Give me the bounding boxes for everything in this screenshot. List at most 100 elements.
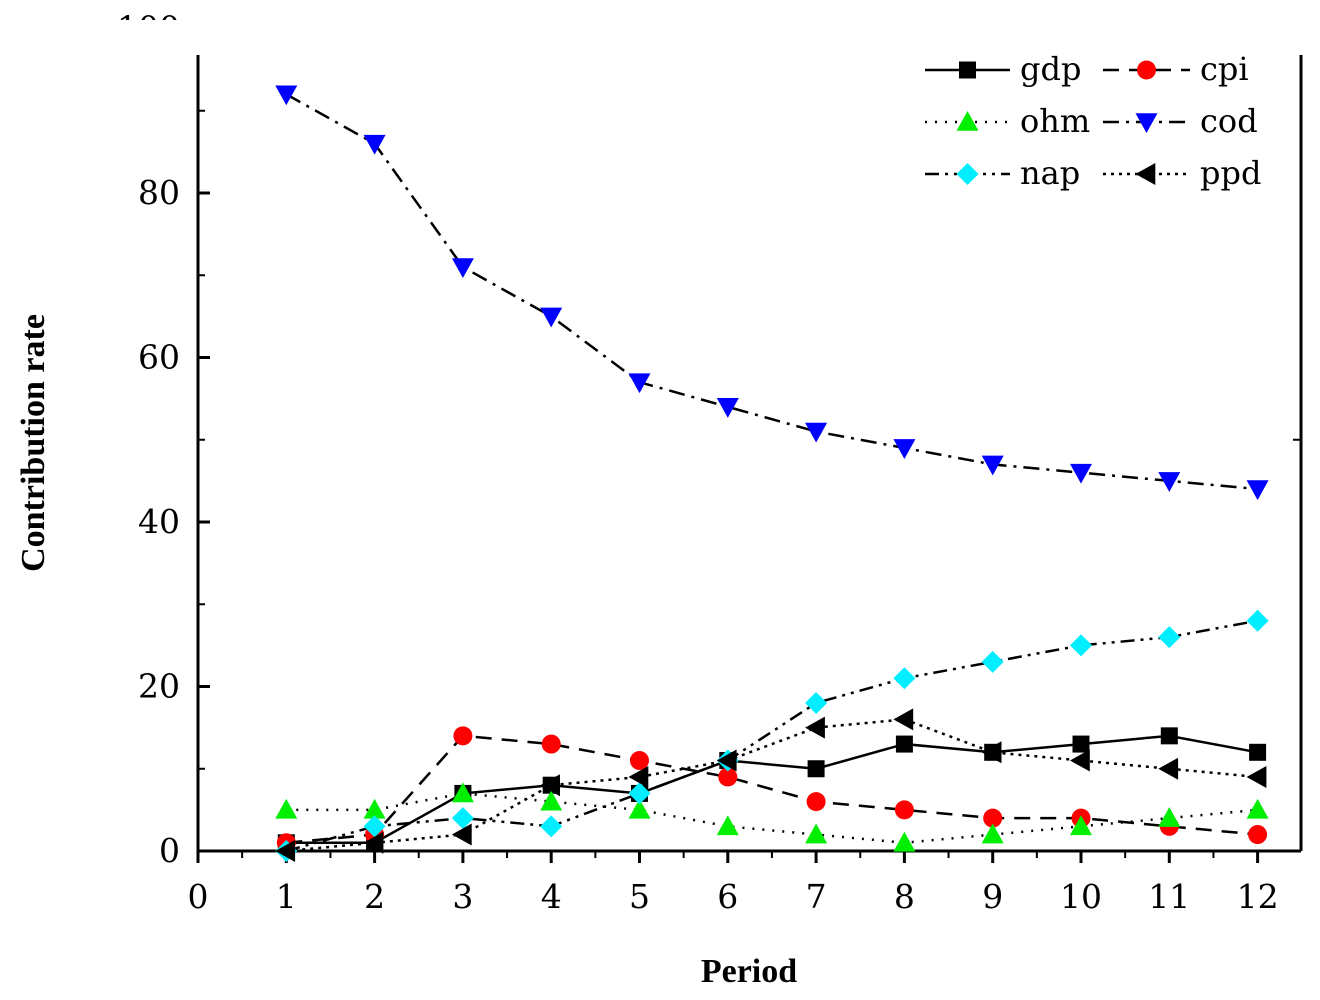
y-tick-label: 20: [138, 667, 180, 706]
data-point-cpi: [541, 734, 561, 754]
legend-marker-gdp: [959, 61, 976, 79]
x-tick-label: 4: [541, 877, 562, 916]
legend-marker-cpi: [1137, 60, 1156, 80]
data-point-cod: [716, 398, 739, 418]
x-tick-label: 7: [806, 877, 827, 916]
y-tick-label: 0: [159, 831, 180, 870]
data-point-ohm: [716, 815, 739, 836]
data-point-ohm: [1246, 798, 1269, 819]
data-point-ohm: [893, 831, 916, 852]
x-tick-label: 3: [452, 877, 473, 916]
data-point-ppd: [893, 708, 914, 731]
data-point-nap: [540, 815, 563, 838]
data-point-ppd: [275, 840, 296, 862]
data-point-ppd: [363, 831, 384, 854]
legend-label-nap: nap: [1020, 154, 1080, 192]
data-point-cod: [893, 439, 916, 459]
x-tick-label: 9: [982, 877, 1003, 916]
series-line-gdp: [286, 734, 1258, 845]
y-tick-label-clipped: 100: [117, 9, 180, 48]
legend-label-cpi: cpi: [1200, 50, 1249, 88]
data-point-cod: [1070, 463, 1092, 484]
x-tick-label: 1: [276, 877, 297, 916]
legend: gdp cpi ohm cod nap ppd: [925, 50, 1261, 192]
data-point-nap: [1158, 626, 1181, 649]
data-point-nap: [451, 807, 474, 830]
data-point-ppd: [1246, 765, 1267, 788]
data-point-cod: [805, 422, 828, 443]
x-tick-label: 5: [629, 877, 650, 916]
x-tick-label: 0: [188, 877, 209, 916]
data-point-ppd: [628, 765, 649, 788]
data-point-ohm: [451, 782, 474, 803]
data-point-cod: [628, 373, 651, 394]
y-tick-label: 40: [138, 502, 180, 541]
series-line-ppd: [286, 718, 1258, 853]
data-point-cod: [1246, 480, 1269, 501]
series-line-ohm: [286, 792, 1258, 845]
data-point-cod: [363, 134, 386, 155]
series-lines: [285, 93, 1258, 853]
legend-label-ppd: ppd: [1200, 154, 1261, 192]
data-point-ohm: [628, 798, 651, 819]
x-tick-label: 6: [717, 877, 738, 916]
data-point-cpi: [806, 792, 826, 812]
x-tick-label: 12: [1237, 877, 1279, 916]
data-point-gdp: [1249, 743, 1267, 761]
legend-label-gdp: gdp: [1020, 50, 1081, 88]
series-markers: [275, 85, 1269, 862]
data-point-cpi: [894, 800, 914, 820]
data-point-ppd: [805, 716, 825, 739]
x-tick-label: 10: [1060, 877, 1102, 916]
data-point-nap: [981, 650, 1004, 673]
legend-marker-cod: [1135, 113, 1158, 133]
series-line-cpi: [286, 734, 1258, 845]
data-point-nap: [893, 667, 916, 690]
y-tick-label: 80: [138, 173, 180, 212]
data-point-cpi: [718, 767, 738, 787]
data-point-cpi: [983, 808, 1003, 828]
data-point-ohm: [1070, 815, 1092, 836]
data-point-ppd: [540, 774, 560, 797]
legend-label-ohm: ohm: [1020, 102, 1090, 140]
x-axis-title: Period: [701, 953, 797, 990]
x-tick-label: 8: [894, 877, 915, 916]
data-point-nap: [1246, 609, 1269, 632]
legend-marker-nap: [956, 163, 979, 185]
data-point-ppd: [716, 749, 737, 772]
x-tick-label: 2: [364, 877, 385, 916]
data-point-nap: [363, 815, 386, 838]
data-point-cod: [1158, 472, 1181, 492]
data-point-cpi: [453, 726, 473, 746]
data-point-ppd: [1070, 749, 1090, 772]
data-point-cod: [540, 307, 563, 328]
data-point-nap: [628, 782, 651, 805]
data-point-gdp: [1160, 727, 1178, 745]
data-point-cpi: [630, 751, 649, 771]
series-line-cod: [285, 93, 1258, 491]
legend-marker-ohm: [956, 111, 979, 131]
data-point-ppd: [1158, 757, 1179, 780]
data-point-gdp: [807, 760, 825, 778]
legend-label-cod: cod: [1200, 102, 1258, 140]
legend-marker-ppd: [1135, 163, 1156, 185]
data-point-ppd: [451, 823, 472, 846]
data-point-nap: [1070, 634, 1092, 657]
y-tick-label: 60: [138, 338, 180, 377]
data-point-ohm: [275, 798, 298, 819]
data-point-gdp: [1072, 735, 1090, 753]
data-point-cpi: [1248, 825, 1268, 845]
x-tick-label: 11: [1148, 877, 1190, 916]
series-line-nap: [285, 619, 1258, 853]
data-point-cod: [275, 85, 298, 106]
data-point-ppd: [981, 741, 1002, 764]
y-axis-title: Contribution rate: [15, 314, 52, 572]
data-point-cod: [981, 455, 1004, 476]
data-point-ohm: [981, 823, 1004, 844]
data-point-ohm: [363, 798, 386, 819]
data-point-cod: [451, 258, 474, 279]
data-point-ohm: [805, 823, 828, 844]
data-point-gdp: [895, 735, 913, 753]
